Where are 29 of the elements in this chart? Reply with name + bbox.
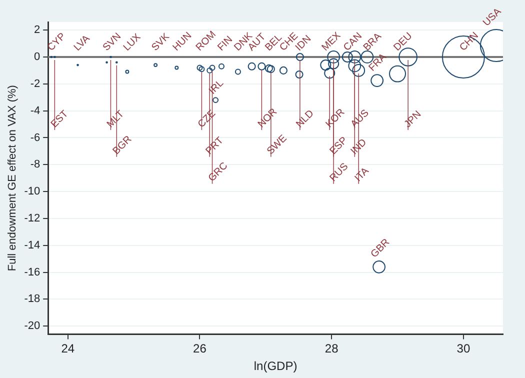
- x-axis-title: ln(GDP): [254, 359, 298, 374]
- y-tick-label: 2: [34, 24, 40, 36]
- annotation: ITA: [352, 165, 372, 184]
- x-tick-label: 30: [456, 342, 470, 356]
- annotation: IND: [349, 137, 369, 158]
- y-tick-label: -4: [30, 104, 40, 117]
- x-tick-label: 24: [61, 342, 75, 356]
- y-tick-label: 0: [34, 51, 40, 64]
- y-tick-label: -12: [24, 212, 40, 224]
- x-tick-label: 26: [193, 342, 207, 356]
- y-tick-label: -16: [24, 266, 40, 278]
- y-tick-label: -14: [24, 239, 40, 252]
- y-tick-label: -8: [30, 158, 40, 171]
- annotation: CZE: [196, 108, 218, 130]
- x-tick-label: 28: [324, 342, 339, 356]
- annotation: FIN: [216, 34, 235, 54]
- annotation: LVA: [72, 33, 92, 54]
- y-tick-label: -20: [24, 320, 40, 332]
- annotation: JPN: [402, 108, 424, 130]
- annotation: BRA: [362, 30, 384, 54]
- annotation: CYP: [46, 30, 68, 54]
- y-tick-label: -2: [30, 78, 40, 90]
- annotation: NLD: [294, 108, 316, 130]
- y-tick-label: -6: [30, 132, 40, 144]
- y-tick-label: -18: [24, 293, 40, 306]
- annotation: USA: [481, 6, 504, 29]
- annotation: FRA: [366, 52, 390, 74]
- y-axis-title: Full endowment GE effect on VAX (%): [6, 85, 19, 272]
- y-tick-label: -10: [24, 186, 40, 198]
